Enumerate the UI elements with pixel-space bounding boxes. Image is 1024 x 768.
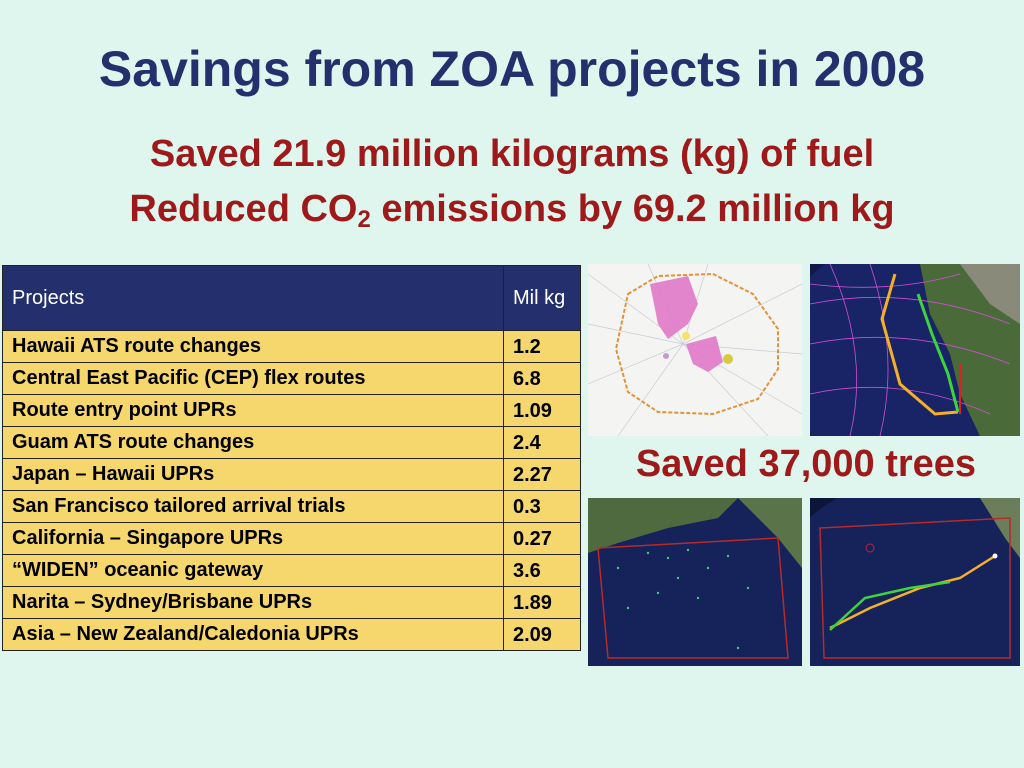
header-projects: Projects <box>2 265 504 331</box>
project-name-cell: California – Singapore UPRs <box>2 522 504 555</box>
mil-kg-value-cell: 1.2 <box>503 330 581 363</box>
table-row: Narita – Sydney/Brisbane UPRs 1.89 <box>2 586 581 619</box>
project-name-cell: Central East Pacific (CEP) flex routes <box>2 362 504 395</box>
trees-saved-text: Saved 37,000 trees <box>635 443 977 485</box>
project-name-cell: Narita – Sydney/Brisbane UPRs <box>2 586 504 619</box>
mil-kg-value-cell: 1.89 <box>503 586 581 619</box>
pacific-globe-routes-image-2 <box>810 498 1020 666</box>
table-row: California – Singapore UPRs 0.27 <box>2 522 581 555</box>
table-row: Guam ATS route changes 2.4 <box>2 426 581 459</box>
mil-kg-value-cell: 2.4 <box>503 426 581 459</box>
mil-kg-value-cell: 6.8 <box>503 362 581 395</box>
mil-kg-value-cell: 2.27 <box>503 458 581 491</box>
mil-kg-value-cell: 0.3 <box>503 490 581 523</box>
header-mil-kg: Mil kg <box>503 265 581 331</box>
project-name-cell: Japan – Hawaii UPRs <box>2 458 504 491</box>
projects-table: Projects Mil kg Hawaii ATS route changes… <box>2 265 581 651</box>
co2-reduction-subtitle: Reduced CO2 emissions by 69.2 million kg <box>0 188 1024 234</box>
pacific-globe-routes-image <box>810 264 1020 436</box>
table-row: San Francisco tailored arrival trials 0.3 <box>2 490 581 523</box>
mil-kg-value-cell: 2.09 <box>503 618 581 651</box>
project-name-cell: Route entry point UPRs <box>2 394 504 427</box>
co2-text-prefix: Reduced CO <box>129 188 358 230</box>
table-row: Japan – Hawaii UPRs 2.27 <box>2 458 581 491</box>
co2-text-suffix: emissions by 69.2 million kg <box>370 188 895 230</box>
mil-kg-value-cell: 3.6 <box>503 554 581 587</box>
table-body: Hawaii ATS route changes 1.2 Central East … <box>2 330 581 651</box>
pacific-globe-image <box>588 498 802 666</box>
table-row: Asia – New Zealand/Caledonia UPRs 2.09 <box>2 618 581 651</box>
page-title: Savings from ZOA projects in 2008 <box>98 41 926 97</box>
project-name-cell: Hawaii ATS route changes <box>2 330 504 363</box>
table-row: “WIDEN” oceanic gateway 3.6 <box>2 554 581 587</box>
mil-kg-value-cell: 0.27 <box>503 522 581 555</box>
table-row: Hawaii ATS route changes 1.2 <box>2 330 581 363</box>
project-name-cell: Guam ATS route changes <box>2 426 504 459</box>
table-header-row: Projects Mil kg <box>2 265 581 331</box>
fuel-savings-subtitle: Saved 21.9 million kilograms (kg) of fue… <box>149 133 875 175</box>
project-name-cell: “WIDEN” oceanic gateway <box>2 554 504 587</box>
project-name-cell: San Francisco tailored arrival trials <box>2 490 504 523</box>
table-row: Central East Pacific (CEP) flex routes 6.… <box>2 362 581 395</box>
mil-kg-value-cell: 1.09 <box>503 394 581 427</box>
co2-subscript: 2 <box>357 206 371 233</box>
table-row: Route entry point UPRs 1.09 <box>2 394 581 427</box>
airspace-chart-image <box>588 264 802 436</box>
project-name-cell: Asia – New Zealand/Caledonia UPRs <box>2 618 504 651</box>
